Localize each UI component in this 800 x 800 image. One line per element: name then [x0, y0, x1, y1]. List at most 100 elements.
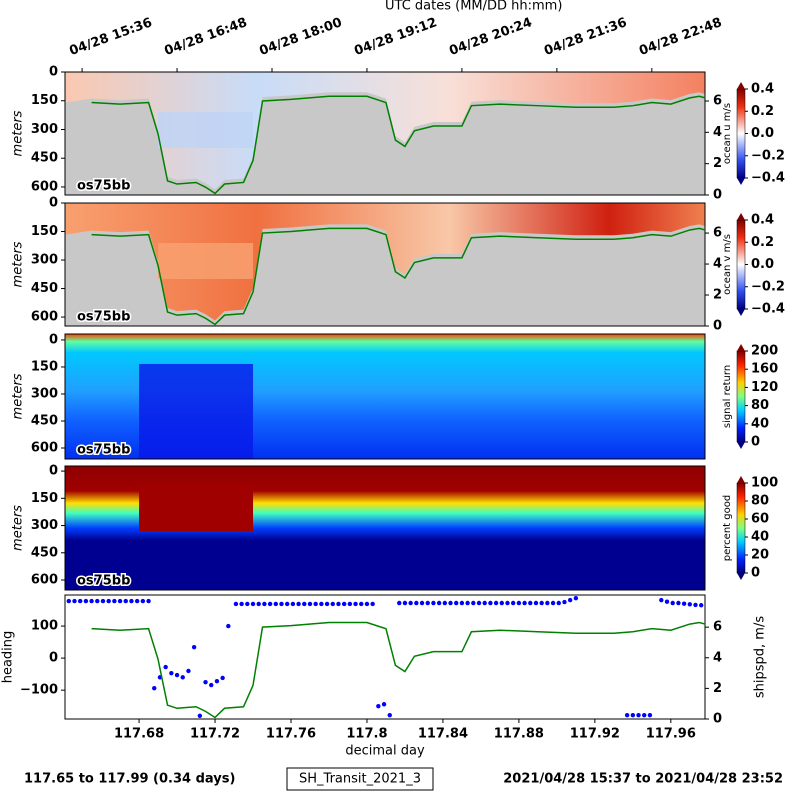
heading-point [545, 600, 550, 606]
heading-point [436, 600, 442, 606]
heading-point [66, 598, 71, 604]
colorbar-tick-label: 0.4 [751, 213, 774, 228]
heading-point [376, 703, 381, 709]
utc-tick-label: 04/28 15:36 [68, 15, 155, 59]
heading-point [341, 601, 347, 607]
frame [64, 71, 706, 196]
heading-point [550, 600, 556, 606]
heading-point [117, 598, 123, 604]
heading-point [459, 600, 465, 606]
heading-point [533, 600, 539, 606]
colorbar-cap [737, 344, 745, 351]
heading-point [267, 601, 273, 607]
heading-point [123, 598, 128, 604]
footer-left: 117.65 to 117.99 (0.34 days) [24, 772, 235, 787]
heading-point [140, 598, 146, 604]
heading-point [209, 682, 214, 688]
y-tick-label: 0 [49, 196, 58, 211]
heading-point [510, 600, 516, 606]
heading-point [233, 601, 239, 607]
colorbar-tick-label: 0.4 [751, 82, 774, 97]
colorbar-tick-label: 100 [751, 476, 778, 491]
y2-tick-label: 4 [713, 125, 722, 140]
panel-label: os75bb [77, 443, 130, 458]
field-deep [139, 364, 254, 459]
heading-point [387, 712, 392, 718]
y-tick-label: 300 [31, 253, 58, 268]
heading-point [83, 598, 89, 604]
x-axis-label: decimal day [345, 744, 425, 759]
colorbar-cap [737, 442, 745, 449]
y-tick-label: 150 [31, 491, 58, 506]
heading-point [197, 713, 203, 718]
y-tick-label: 0 [49, 332, 58, 347]
utc-tick-label: 04/28 19:12 [352, 15, 439, 59]
y2-tick-label: 6 [713, 226, 722, 241]
y-tick-label: 150 [31, 359, 58, 374]
heading-point [353, 601, 358, 607]
x-tick-label: 117.96 [646, 727, 696, 742]
heading-point [493, 600, 499, 606]
shipspd-line [91, 227, 706, 326]
heading-point [528, 600, 533, 606]
heading-point [476, 600, 482, 606]
utc-tick-label: 04/28 21:36 [542, 15, 629, 59]
colorbar [736, 350, 746, 443]
colorbar-tick-label: 0 [751, 435, 760, 450]
y-axis-label: meters [11, 110, 26, 156]
heading-point [505, 600, 510, 606]
heading-point [370, 601, 375, 607]
heading-point [636, 712, 641, 718]
y2-tick-label: 2 [713, 156, 722, 171]
heading-point [567, 597, 573, 603]
field [65, 203, 705, 321]
heading-point [180, 675, 185, 680]
heading-point [296, 601, 301, 607]
frame [64, 594, 706, 720]
heading-point [516, 600, 522, 606]
heading-point [134, 598, 140, 604]
footer-center: SH_Transit_2021_3 [299, 772, 421, 787]
field-deep [139, 486, 254, 531]
y-tick-label: 300 [31, 386, 58, 401]
heading-point [129, 598, 134, 604]
colorbar-label: ocean u m/s [722, 103, 733, 164]
y2-tick-label: 4 [713, 650, 722, 665]
frame [64, 333, 706, 460]
heading-point [408, 600, 413, 606]
x-tick-label: 117.84 [418, 727, 468, 742]
heading-point [186, 668, 191, 674]
y-tick-label: 450 [31, 151, 58, 166]
heading-point [642, 712, 647, 718]
heading-point [693, 602, 698, 608]
colorbar-tick-label: 0.0 [751, 126, 774, 141]
y2-tick-label: 0 [713, 188, 722, 203]
heading-point [284, 601, 290, 607]
heading-point [471, 600, 476, 606]
colorbar-tick-label: 0.2 [751, 235, 774, 250]
heading-point [112, 598, 117, 604]
colorbar-tick-label: −0.4 [751, 171, 785, 186]
panel-label: os75bb [77, 310, 130, 325]
y2-tick-label: 4 [713, 257, 722, 272]
heading-point [465, 600, 470, 606]
y-tick-label: 300 [31, 122, 58, 137]
y-axis-label: meters [11, 241, 26, 287]
y-tick-label: 100 [31, 619, 58, 634]
heading-point [442, 600, 448, 606]
heading-point [402, 600, 408, 606]
colorbar-cap [737, 309, 745, 316]
colorbar-tick-label: 20 [751, 548, 769, 563]
colorbar-cap [737, 178, 745, 185]
heading-point [624, 712, 630, 718]
y2-tick-label: 6 [713, 93, 722, 108]
axis-label: heading [1, 631, 16, 684]
heading-point [364, 601, 370, 607]
heading-point [659, 597, 664, 603]
heading-point [499, 600, 504, 606]
heading-point [203, 679, 208, 685]
colorbar-cap [737, 82, 745, 89]
y-tick-label: 0 [49, 65, 58, 80]
colorbar [736, 219, 746, 310]
